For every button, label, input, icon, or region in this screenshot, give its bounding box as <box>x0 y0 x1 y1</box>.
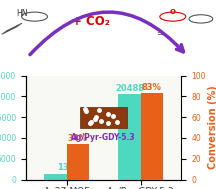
Text: 1333: 1333 <box>57 163 80 172</box>
Bar <box>119 94 141 180</box>
Text: Ag/Pyr-GDY-5.3: Ag/Pyr-GDY-5.3 <box>71 133 136 143</box>
Y-axis label: Conversion (%): Conversion (%) <box>208 86 216 170</box>
Text: HN: HN <box>16 9 27 18</box>
FancyArrowPatch shape <box>30 12 183 55</box>
Bar <box>44 174 67 180</box>
FancyBboxPatch shape <box>80 107 127 128</box>
Text: + CO₂: + CO₂ <box>72 15 110 28</box>
Bar <box>67 144 89 180</box>
Text: 83%: 83% <box>142 83 162 92</box>
Text: O: O <box>170 9 176 15</box>
Bar <box>141 93 163 180</box>
Text: =: = <box>156 29 163 39</box>
Text: 20488: 20488 <box>115 84 144 93</box>
Text: 34%: 34% <box>68 134 88 143</box>
